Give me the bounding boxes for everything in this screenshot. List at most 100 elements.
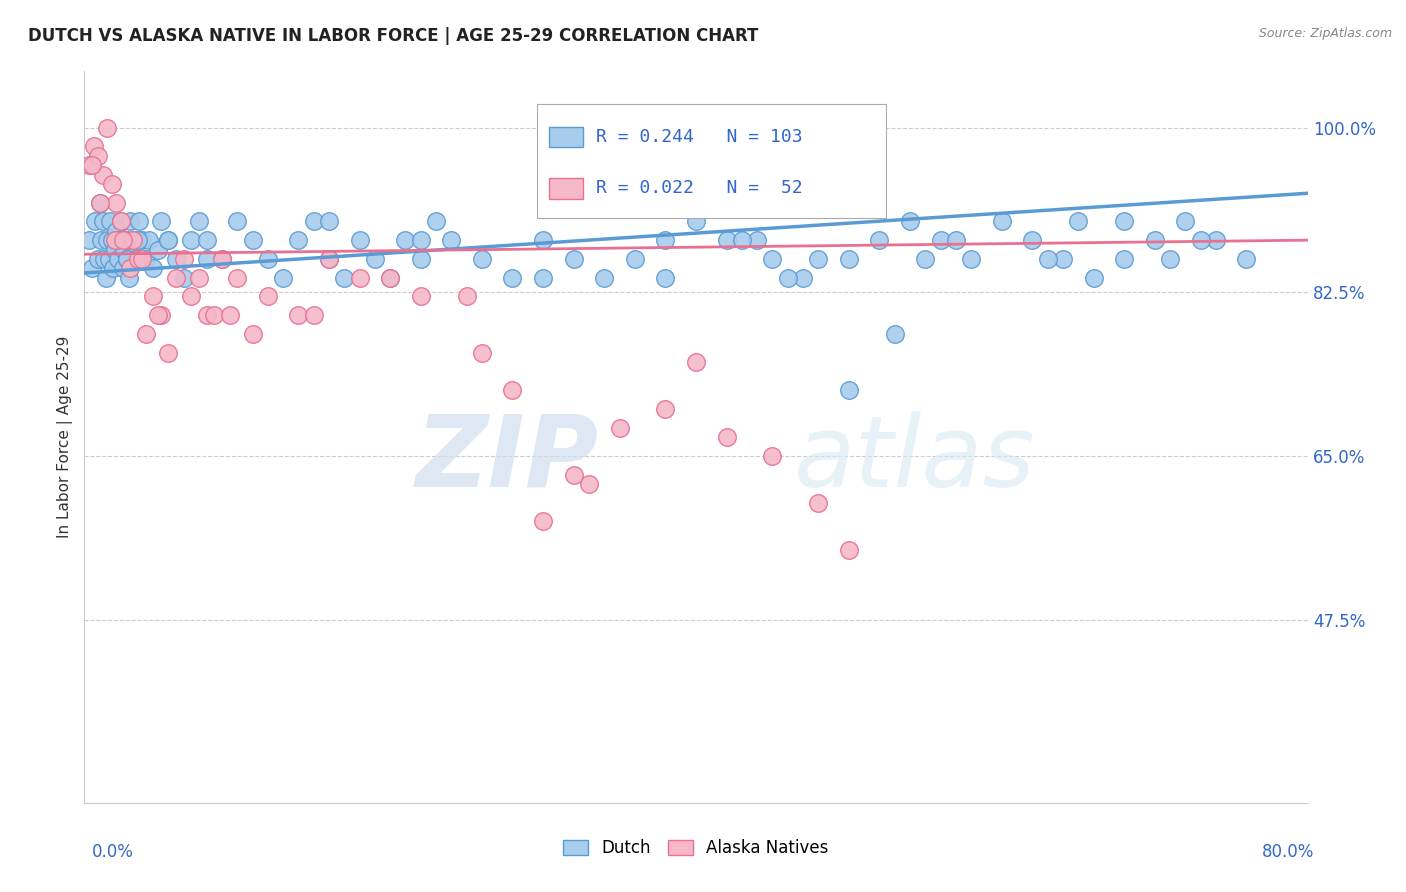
Point [394,233,416,247]
Point [90,233,112,247]
Point [898,214,921,228]
Point [77,158,100,172]
Point [654,401,676,416]
Point [112,243,135,257]
Point [869,233,891,247]
Point [960,252,983,266]
Text: 80.0%: 80.0% [1263,843,1315,861]
Point [135,326,157,341]
Point [425,214,447,228]
Point [807,252,830,266]
Text: Source: ZipAtlas.com: Source: ZipAtlas.com [1258,27,1392,40]
Point [685,214,707,228]
Point [883,326,905,341]
Point [211,252,233,266]
Bar [550,178,583,199]
Point [188,214,211,228]
Point [914,252,936,266]
Point [91,214,114,228]
Point [115,252,138,266]
Point [318,214,340,228]
Point [1036,252,1059,266]
Point [562,467,585,482]
Point [685,355,707,369]
Point [105,224,128,238]
Point [91,168,114,182]
Point [146,308,169,322]
Point [84,214,107,228]
FancyBboxPatch shape [537,104,886,218]
Point [131,252,153,266]
Point [146,243,169,257]
Point [165,270,187,285]
Point [471,345,494,359]
Point [242,233,264,247]
Point [104,233,127,247]
Point [195,252,218,266]
Point [115,252,138,266]
Point [1205,233,1227,247]
Point [111,233,134,247]
Point [409,233,432,247]
Point [157,233,180,247]
Point [380,270,402,285]
Point [114,233,136,247]
Text: R = 0.022   N =  52: R = 0.022 N = 52 [596,179,803,197]
Point [94,270,117,285]
Point [838,252,860,266]
Point [409,289,432,303]
Point [138,233,160,247]
Point [609,420,631,434]
Point [838,542,860,557]
Legend: Dutch, Alaska Natives: Dutch, Alaska Natives [557,832,835,864]
Point [80,261,103,276]
Point [1236,252,1258,266]
Point [302,308,325,322]
Point [111,261,134,276]
Point [1189,233,1212,247]
Point [471,252,494,266]
Point [120,261,142,276]
Point [128,214,150,228]
Point [318,252,340,266]
Text: atlas: atlas [794,410,1035,508]
Point [1143,233,1166,247]
Point [716,233,738,247]
Point [120,214,142,228]
Point [87,252,110,266]
Point [838,383,860,397]
Point [104,243,127,257]
Point [716,430,738,444]
Point [87,149,110,163]
Point [409,252,432,266]
Point [127,252,149,266]
Point [110,214,132,228]
Point [302,214,325,228]
Point [731,233,754,247]
Point [776,270,799,285]
Point [101,177,124,191]
Y-axis label: In Labor Force | Age 25-29: In Labor Force | Age 25-29 [58,336,73,538]
Point [165,252,187,266]
Point [531,270,554,285]
Text: R = 0.244   N = 103: R = 0.244 N = 103 [596,128,803,146]
Point [97,252,120,266]
Point [1021,233,1043,247]
Point [578,477,600,491]
Point [287,233,309,247]
Point [1159,252,1181,266]
Point [142,261,165,276]
Point [271,270,294,285]
Point [792,270,814,285]
Point [202,308,225,322]
Point [195,308,218,322]
Point [318,252,340,266]
Point [218,308,240,322]
Point [654,233,676,247]
Text: ZIP: ZIP [415,410,598,508]
Point [149,214,172,228]
Point [135,252,157,266]
Point [195,233,218,247]
Point [142,289,165,303]
Point [83,139,105,153]
